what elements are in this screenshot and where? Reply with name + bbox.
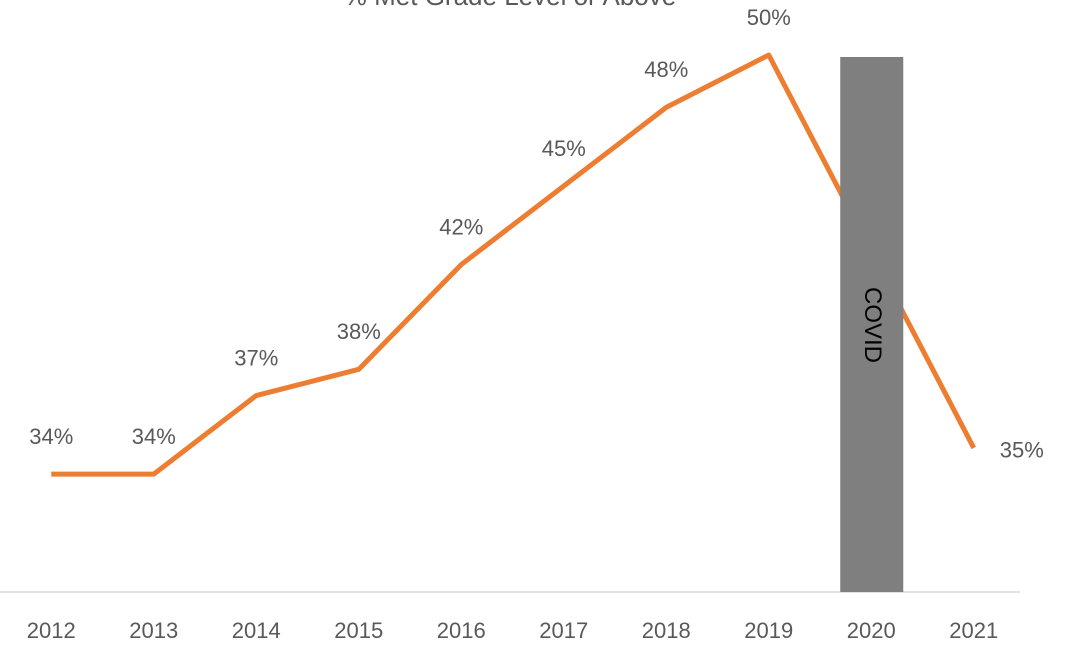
data-label: 38% xyxy=(337,319,381,344)
x-tick-label: 2016 xyxy=(437,618,486,643)
annotation-label: COVID xyxy=(859,287,886,363)
x-tick-label: 2014 xyxy=(232,618,281,643)
chart-title: % Met Grade Level or Above xyxy=(344,0,676,11)
x-tick-label: 2017 xyxy=(539,618,588,643)
data-label: 45% xyxy=(542,136,586,161)
x-tick-label: 2020 xyxy=(847,618,896,643)
line xyxy=(51,52,976,477)
data-label: 42% xyxy=(439,214,483,239)
data-label: 48% xyxy=(644,57,688,82)
data-label: 37% xyxy=(234,345,278,370)
covid-bar xyxy=(840,57,904,592)
x-tick-label: 2013 xyxy=(129,618,178,643)
x-tick-label: 2015 xyxy=(334,618,383,643)
x-tick-label: 2018 xyxy=(642,618,691,643)
x-tick-label: 2019 xyxy=(744,618,793,643)
data-label: 50% xyxy=(747,5,791,30)
data-label: 34% xyxy=(132,424,176,449)
data-label: 35% xyxy=(1000,438,1044,463)
x-tick-label: 2021 xyxy=(949,618,998,643)
x-tick-label: 2012 xyxy=(27,618,76,643)
data-label: 34% xyxy=(29,424,73,449)
